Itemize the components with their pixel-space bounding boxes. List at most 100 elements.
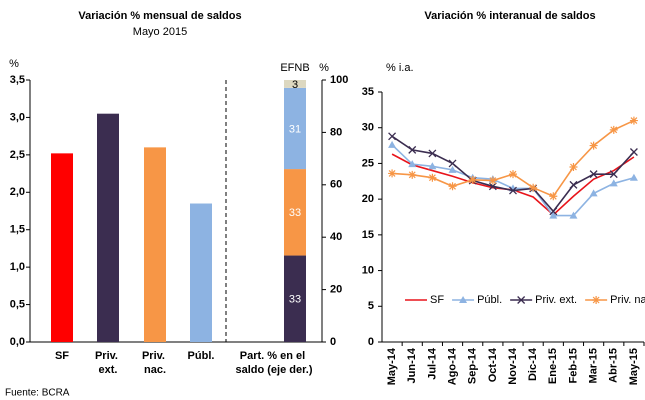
marker — [589, 141, 598, 150]
marker — [509, 186, 517, 195]
marker — [408, 145, 417, 154]
y2-tick-label: 100 — [330, 74, 348, 86]
marker — [529, 183, 538, 192]
marker — [609, 170, 618, 179]
y2-tick-label: 0 — [330, 336, 336, 348]
x-tick-label: Nov-14 — [507, 347, 519, 385]
y2-tick-label: 20 — [330, 284, 342, 296]
marker — [592, 296, 601, 304]
marker — [549, 211, 558, 219]
marker — [589, 189, 598, 197]
y-tick-label: 3,0 — [10, 111, 25, 123]
y-tick-label: 30 — [362, 122, 374, 134]
y2-tick-label: 60 — [330, 179, 342, 191]
marker — [509, 170, 517, 179]
x-tick-label: Mar-15 — [588, 348, 600, 383]
y-tick-label: 1,5 — [10, 224, 25, 236]
left-title: Variación % mensual de saldos — [78, 10, 241, 22]
marker — [569, 163, 578, 171]
marker — [629, 173, 638, 181]
x-tick-label: Ene-15 — [547, 348, 559, 384]
y-tick-label: 2,5 — [10, 149, 25, 161]
y-label: % — [9, 58, 19, 70]
y-tick-label: 0,0 — [10, 336, 25, 348]
y2-tick-label: 80 — [330, 126, 342, 138]
marker — [468, 175, 477, 184]
x-tick-label: Jun-14 — [406, 347, 418, 383]
stack-segment — [284, 87, 306, 170]
x-tick-label: May-15 — [628, 348, 640, 385]
marker — [388, 169, 397, 178]
x-tick-label: SF — [55, 350, 69, 362]
value-label: 33 — [289, 294, 301, 306]
bar — [97, 113, 119, 342]
legend-label: Priv. nac. — [610, 294, 645, 306]
legend-label: Públ. — [477, 294, 502, 306]
y-tick-label: 2,0 — [10, 186, 25, 198]
marker — [408, 160, 417, 168]
marker — [609, 125, 618, 134]
left-subtitle: Mayo 2015 — [133, 26, 187, 38]
source: Fuente: BCRA — [5, 388, 70, 399]
bar — [144, 147, 166, 342]
bar — [190, 203, 212, 342]
x-tick-label: Sep-14 — [467, 347, 479, 384]
right-title: Variación % interanual de saldos — [424, 10, 595, 22]
y-tick-label: 25 — [362, 157, 374, 169]
x-tick-label: Priv. nac. — [142, 350, 168, 376]
marker — [549, 192, 558, 201]
marker — [569, 180, 578, 189]
marker — [428, 149, 437, 158]
x-tick-label: Oct-14 — [487, 347, 499, 382]
marker — [428, 173, 437, 182]
value-label: 33 — [289, 207, 301, 219]
marker — [448, 159, 457, 168]
y-tick-label: 0 — [368, 336, 374, 348]
legend-label: Priv. ext. — [535, 294, 577, 306]
marker — [488, 176, 497, 185]
y-tick-label: 35 — [362, 86, 374, 98]
segment-name: EFNB — [280, 62, 309, 74]
marker — [448, 165, 457, 173]
marker — [589, 170, 598, 179]
y2-label: % — [319, 62, 329, 74]
y-tick-label: 20 — [362, 193, 374, 205]
x-tick-label: Ago-14 — [446, 347, 458, 385]
marker — [517, 296, 526, 304]
x-tick-label: Part. % en el saldo (eje der.) — [235, 350, 312, 376]
x-tick-label: Jul-14 — [426, 347, 438, 380]
marker — [459, 296, 468, 303]
stack-segment — [284, 80, 306, 88]
marker — [488, 182, 497, 191]
marker — [388, 132, 397, 141]
marker — [408, 170, 417, 179]
x-tick-label: Abr-15 — [608, 348, 620, 383]
y-tick-label: 0,5 — [10, 298, 25, 310]
bar — [51, 153, 73, 342]
x-tick-label: Dic-14 — [527, 347, 539, 381]
series-line — [391, 144, 635, 217]
y2-tick-label: 40 — [330, 231, 342, 243]
value-label: 31 — [289, 123, 301, 135]
y-tick-label: 1,0 — [10, 261, 25, 273]
y-tick-label: 10 — [362, 264, 374, 276]
stack-segment — [284, 169, 306, 256]
x-tick-label: Públ. — [188, 350, 215, 362]
x-tick-label: May-14 — [386, 347, 398, 385]
y-tick-label: 5 — [368, 300, 374, 312]
marker — [448, 182, 457, 191]
marker — [629, 148, 638, 156]
marker — [549, 207, 558, 216]
value-label: 3 — [292, 79, 298, 91]
y-tick-label: 3,5 — [10, 74, 25, 86]
marker — [569, 211, 578, 219]
marker — [428, 162, 437, 170]
x-tick-label: Feb-15 — [567, 348, 579, 383]
stack-segment — [284, 255, 306, 342]
marker — [609, 179, 618, 187]
x-tick-label: Priv. ext. — [95, 350, 121, 376]
marker — [629, 116, 638, 125]
y-tick-label: 15 — [362, 229, 374, 241]
y-label: % i.a. — [386, 62, 414, 74]
